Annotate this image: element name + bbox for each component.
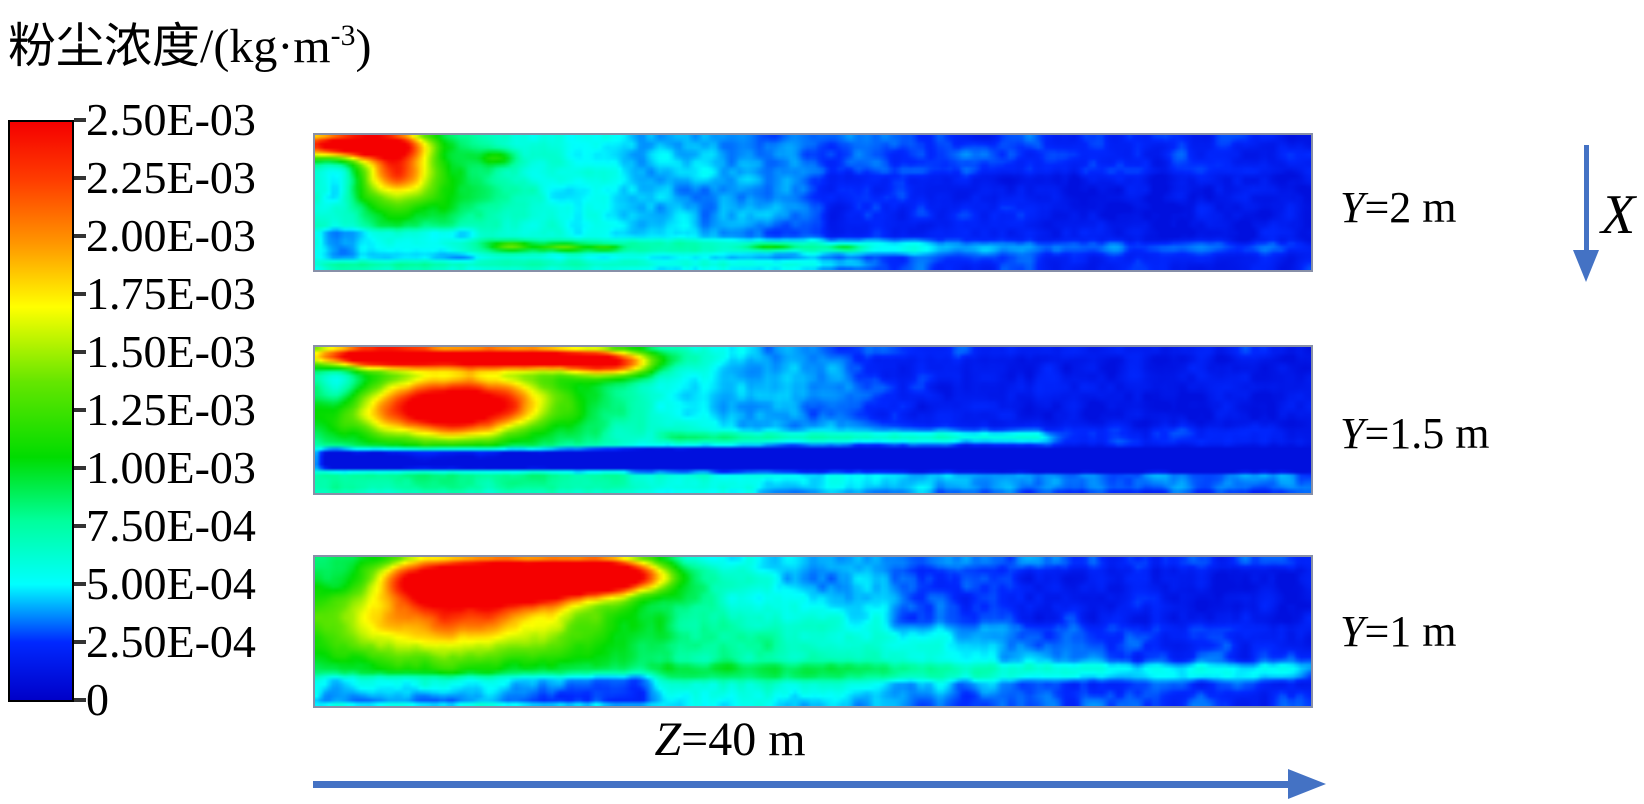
colorbar-tick: [74, 640, 86, 644]
colorbar-tick: [74, 698, 86, 702]
colorbar-tick-label: 7.50E-04: [86, 500, 256, 551]
z-axis-arrow-line: [313, 781, 1290, 788]
colorbar-tick-label: 0: [86, 674, 109, 725]
z-axis-arrow-head-icon: [1288, 769, 1326, 799]
slice-label-value: =1 m: [1364, 607, 1457, 656]
figure-title-main: 粉尘浓度/(kg·m: [8, 20, 331, 73]
colorbar-tick: [74, 466, 86, 470]
colorbar-tick-label: 2.25E-03: [86, 152, 256, 203]
contour-plot-y1m: [313, 555, 1313, 708]
colorbar-gradient: [8, 120, 74, 702]
colorbar-tick-label: 2.50E-03: [86, 94, 256, 145]
colorbar-tick: [74, 582, 86, 586]
colorbar-tick: [74, 408, 86, 412]
x-axis-label: X: [1601, 183, 1635, 247]
colorbar-tick-label: 1.25E-03: [86, 384, 256, 435]
contour-plot-y1p5m: [313, 345, 1313, 495]
colorbar-tick-label: 5.00E-04: [86, 558, 256, 609]
z-axis-value: =40 m: [681, 713, 806, 766]
slice-label-value: =2 m: [1364, 183, 1457, 232]
colorbar-tick-label: 2.00E-03: [86, 210, 256, 261]
figure-title-close: ): [355, 20, 372, 73]
contour-canvas-y1m: [315, 557, 1311, 706]
slice-label-value: =1.5 m: [1364, 409, 1490, 458]
colorbar-tick: [74, 524, 86, 528]
z-axis-variable: Z: [654, 713, 682, 766]
slice-label-y1p5m: Y=1.5 m: [1340, 408, 1490, 459]
figure-title: 粉尘浓度/(kg·m-3): [8, 6, 371, 76]
colorbar-tick-label: 1.00E-03: [86, 442, 256, 493]
slice-label-y2m: Y=2 m: [1340, 182, 1457, 233]
colorbar-tick: [74, 176, 86, 180]
colorbar-tick-label: 1.50E-03: [86, 326, 256, 377]
slice-label-variable: Y: [1340, 183, 1365, 232]
figure-title-exponent: -3: [330, 19, 356, 52]
colorbar-tick: [74, 350, 86, 354]
contour-canvas-y1p5m: [315, 347, 1311, 493]
colorbar-tick: [74, 292, 86, 296]
colorbar-tick-label: 2.50E-04: [86, 616, 256, 667]
z-axis-label: Z=40 m: [560, 712, 900, 767]
slice-label-y1m: Y=1 m: [1340, 606, 1457, 657]
x-axis-arrow-head-icon: [1573, 250, 1599, 282]
colorbar-tick-label: 1.75E-03: [86, 268, 256, 319]
contour-plot-y2m: [313, 133, 1313, 272]
contour-canvas-y2m: [315, 135, 1311, 270]
colorbar-tick: [74, 234, 86, 238]
x-axis-variable: X: [1601, 184, 1636, 246]
x-axis-arrow-line: [1584, 145, 1589, 250]
colorbar-tick: [74, 118, 86, 122]
slice-label-variable: Y: [1340, 409, 1365, 458]
slice-label-variable: Y: [1340, 607, 1365, 656]
